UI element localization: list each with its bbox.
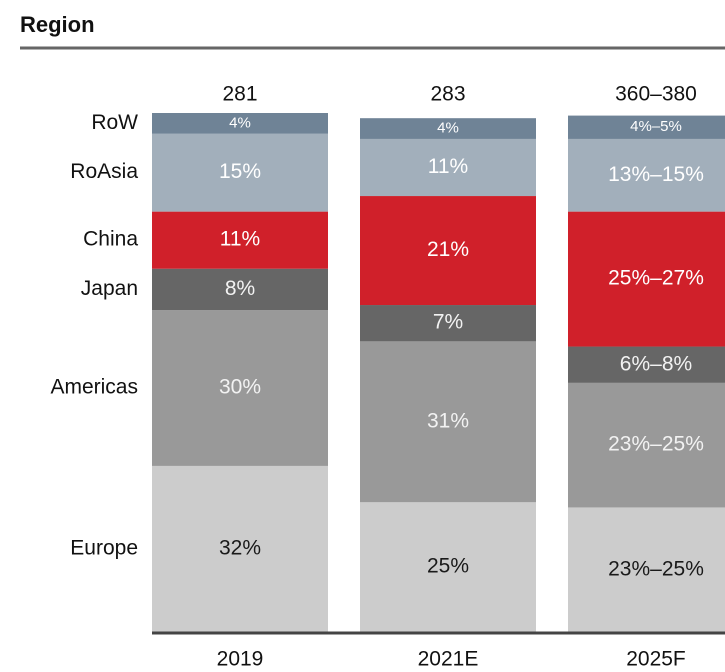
legend-label: RoW (91, 111, 138, 134)
bar-segment (152, 465, 328, 632)
x-tick-label: 2025F (626, 648, 686, 671)
value-label: 21% (427, 238, 469, 261)
total-label: 360–380 (615, 83, 697, 106)
bar-segment (360, 502, 536, 632)
bar-segment (152, 133, 328, 212)
chart-title: Region (20, 12, 95, 37)
value-label: 31% (427, 409, 469, 432)
bar-segment (568, 115, 725, 139)
value-label: 32% (219, 537, 261, 560)
value-label: 23%–25% (608, 433, 704, 456)
bar-segment (360, 305, 536, 342)
legend-label: RoAsia (70, 160, 138, 183)
legend-label: Americas (50, 376, 138, 399)
total-label: 283 (430, 83, 465, 106)
bar-segment (152, 310, 328, 466)
value-label: 25%–27% (608, 267, 704, 290)
legend-label: China (83, 228, 138, 251)
value-label: 13%–15% (608, 163, 704, 186)
value-label: 11% (220, 228, 260, 251)
bar-segment (360, 196, 536, 306)
value-label: 11% (428, 155, 468, 178)
value-label: 15% (219, 160, 261, 183)
bar-segment (360, 118, 536, 139)
bar-segment (152, 113, 328, 134)
value-label: 4%–5% (630, 118, 682, 135)
bar-segment (360, 138, 536, 197)
x-tick-label: 2021E (418, 648, 479, 671)
value-label: 30% (219, 376, 261, 399)
value-label: 4% (229, 114, 251, 131)
bar-segment (568, 346, 725, 383)
bar-segment (568, 211, 725, 347)
value-label: 6%–8% (620, 352, 692, 375)
legend-label: Europe (70, 537, 138, 560)
bar-segment (152, 211, 328, 269)
total-label: 281 (222, 83, 257, 106)
bar-segment (152, 268, 328, 311)
value-label: 7% (433, 311, 463, 334)
x-tick-label: 2019 (217, 648, 264, 671)
bar-segment (568, 138, 725, 212)
bar-segment (568, 382, 725, 508)
value-label: 23%–25% (608, 557, 704, 580)
legend-label: Japan (81, 277, 138, 300)
bar-segment (360, 341, 536, 503)
bar-segment (568, 507, 725, 632)
value-label: 25% (427, 555, 469, 578)
value-label: 4% (437, 120, 459, 137)
value-label: 8% (225, 277, 255, 300)
